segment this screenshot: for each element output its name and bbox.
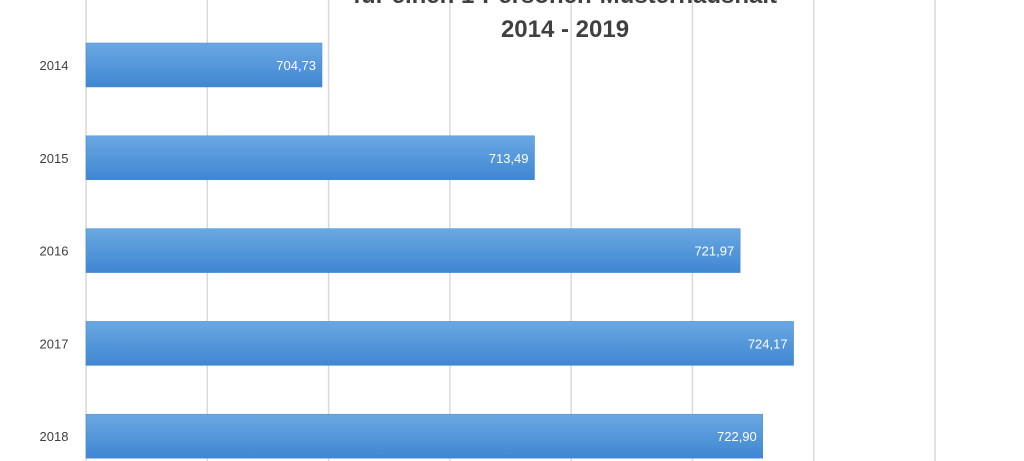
category-label: 2017 xyxy=(40,336,69,351)
category-label: 2015 xyxy=(40,151,69,166)
bar xyxy=(85,228,741,273)
data-label: 721,97 xyxy=(694,244,734,259)
chart-title-line-1: für einen 1-Personen-Musterhaushalt xyxy=(0,0,1024,10)
bar xyxy=(85,413,764,459)
category-label: 2016 xyxy=(40,244,69,259)
data-label: 704,73 xyxy=(276,58,316,73)
category-label: 2018 xyxy=(40,429,69,444)
bar xyxy=(85,321,794,366)
data-label: 722,90 xyxy=(717,429,757,444)
data-label: 724,17 xyxy=(748,336,788,351)
data-label: 713,49 xyxy=(489,151,529,166)
bar xyxy=(85,135,535,181)
category-label: 2014 xyxy=(40,58,69,73)
bar xyxy=(85,42,323,88)
chart-title-line-2: 2014 - 2019 xyxy=(500,16,630,43)
